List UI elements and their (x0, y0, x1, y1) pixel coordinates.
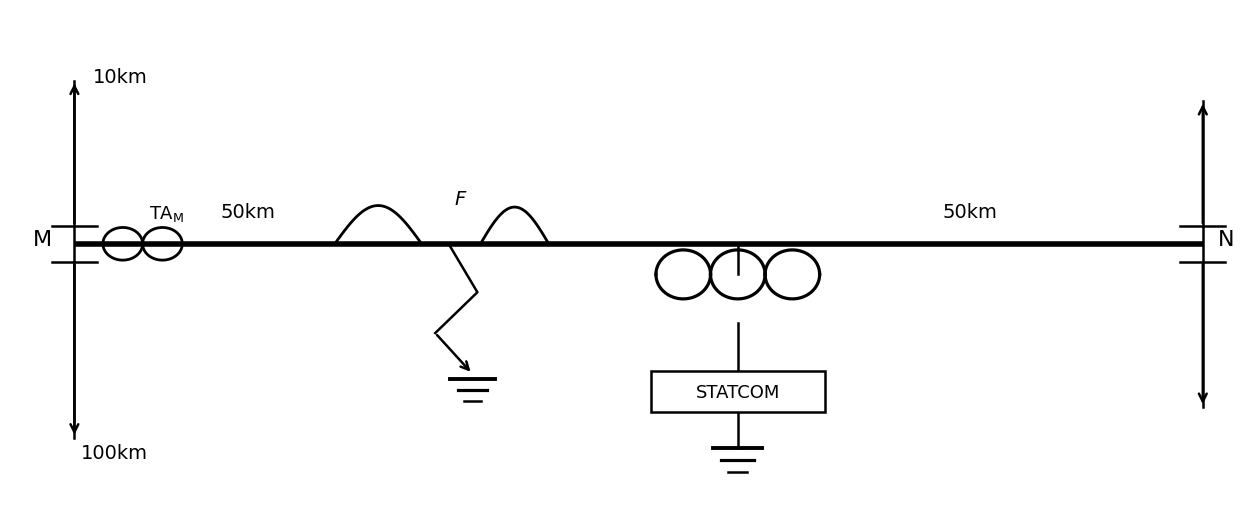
Text: 50km: 50km (942, 203, 998, 221)
Text: M: M (33, 229, 52, 249)
Text: 100km: 100km (81, 443, 148, 462)
Text: 50km: 50km (221, 203, 275, 221)
Text: 10km: 10km (93, 68, 148, 87)
Text: $\mathrm{TA}_\mathrm{M}$: $\mathrm{TA}_\mathrm{M}$ (149, 204, 184, 224)
Bar (651, 372, 825, 412)
Text: N: N (1218, 229, 1234, 249)
Text: STATCOM: STATCOM (696, 383, 780, 401)
Text: $F$: $F$ (454, 190, 467, 209)
